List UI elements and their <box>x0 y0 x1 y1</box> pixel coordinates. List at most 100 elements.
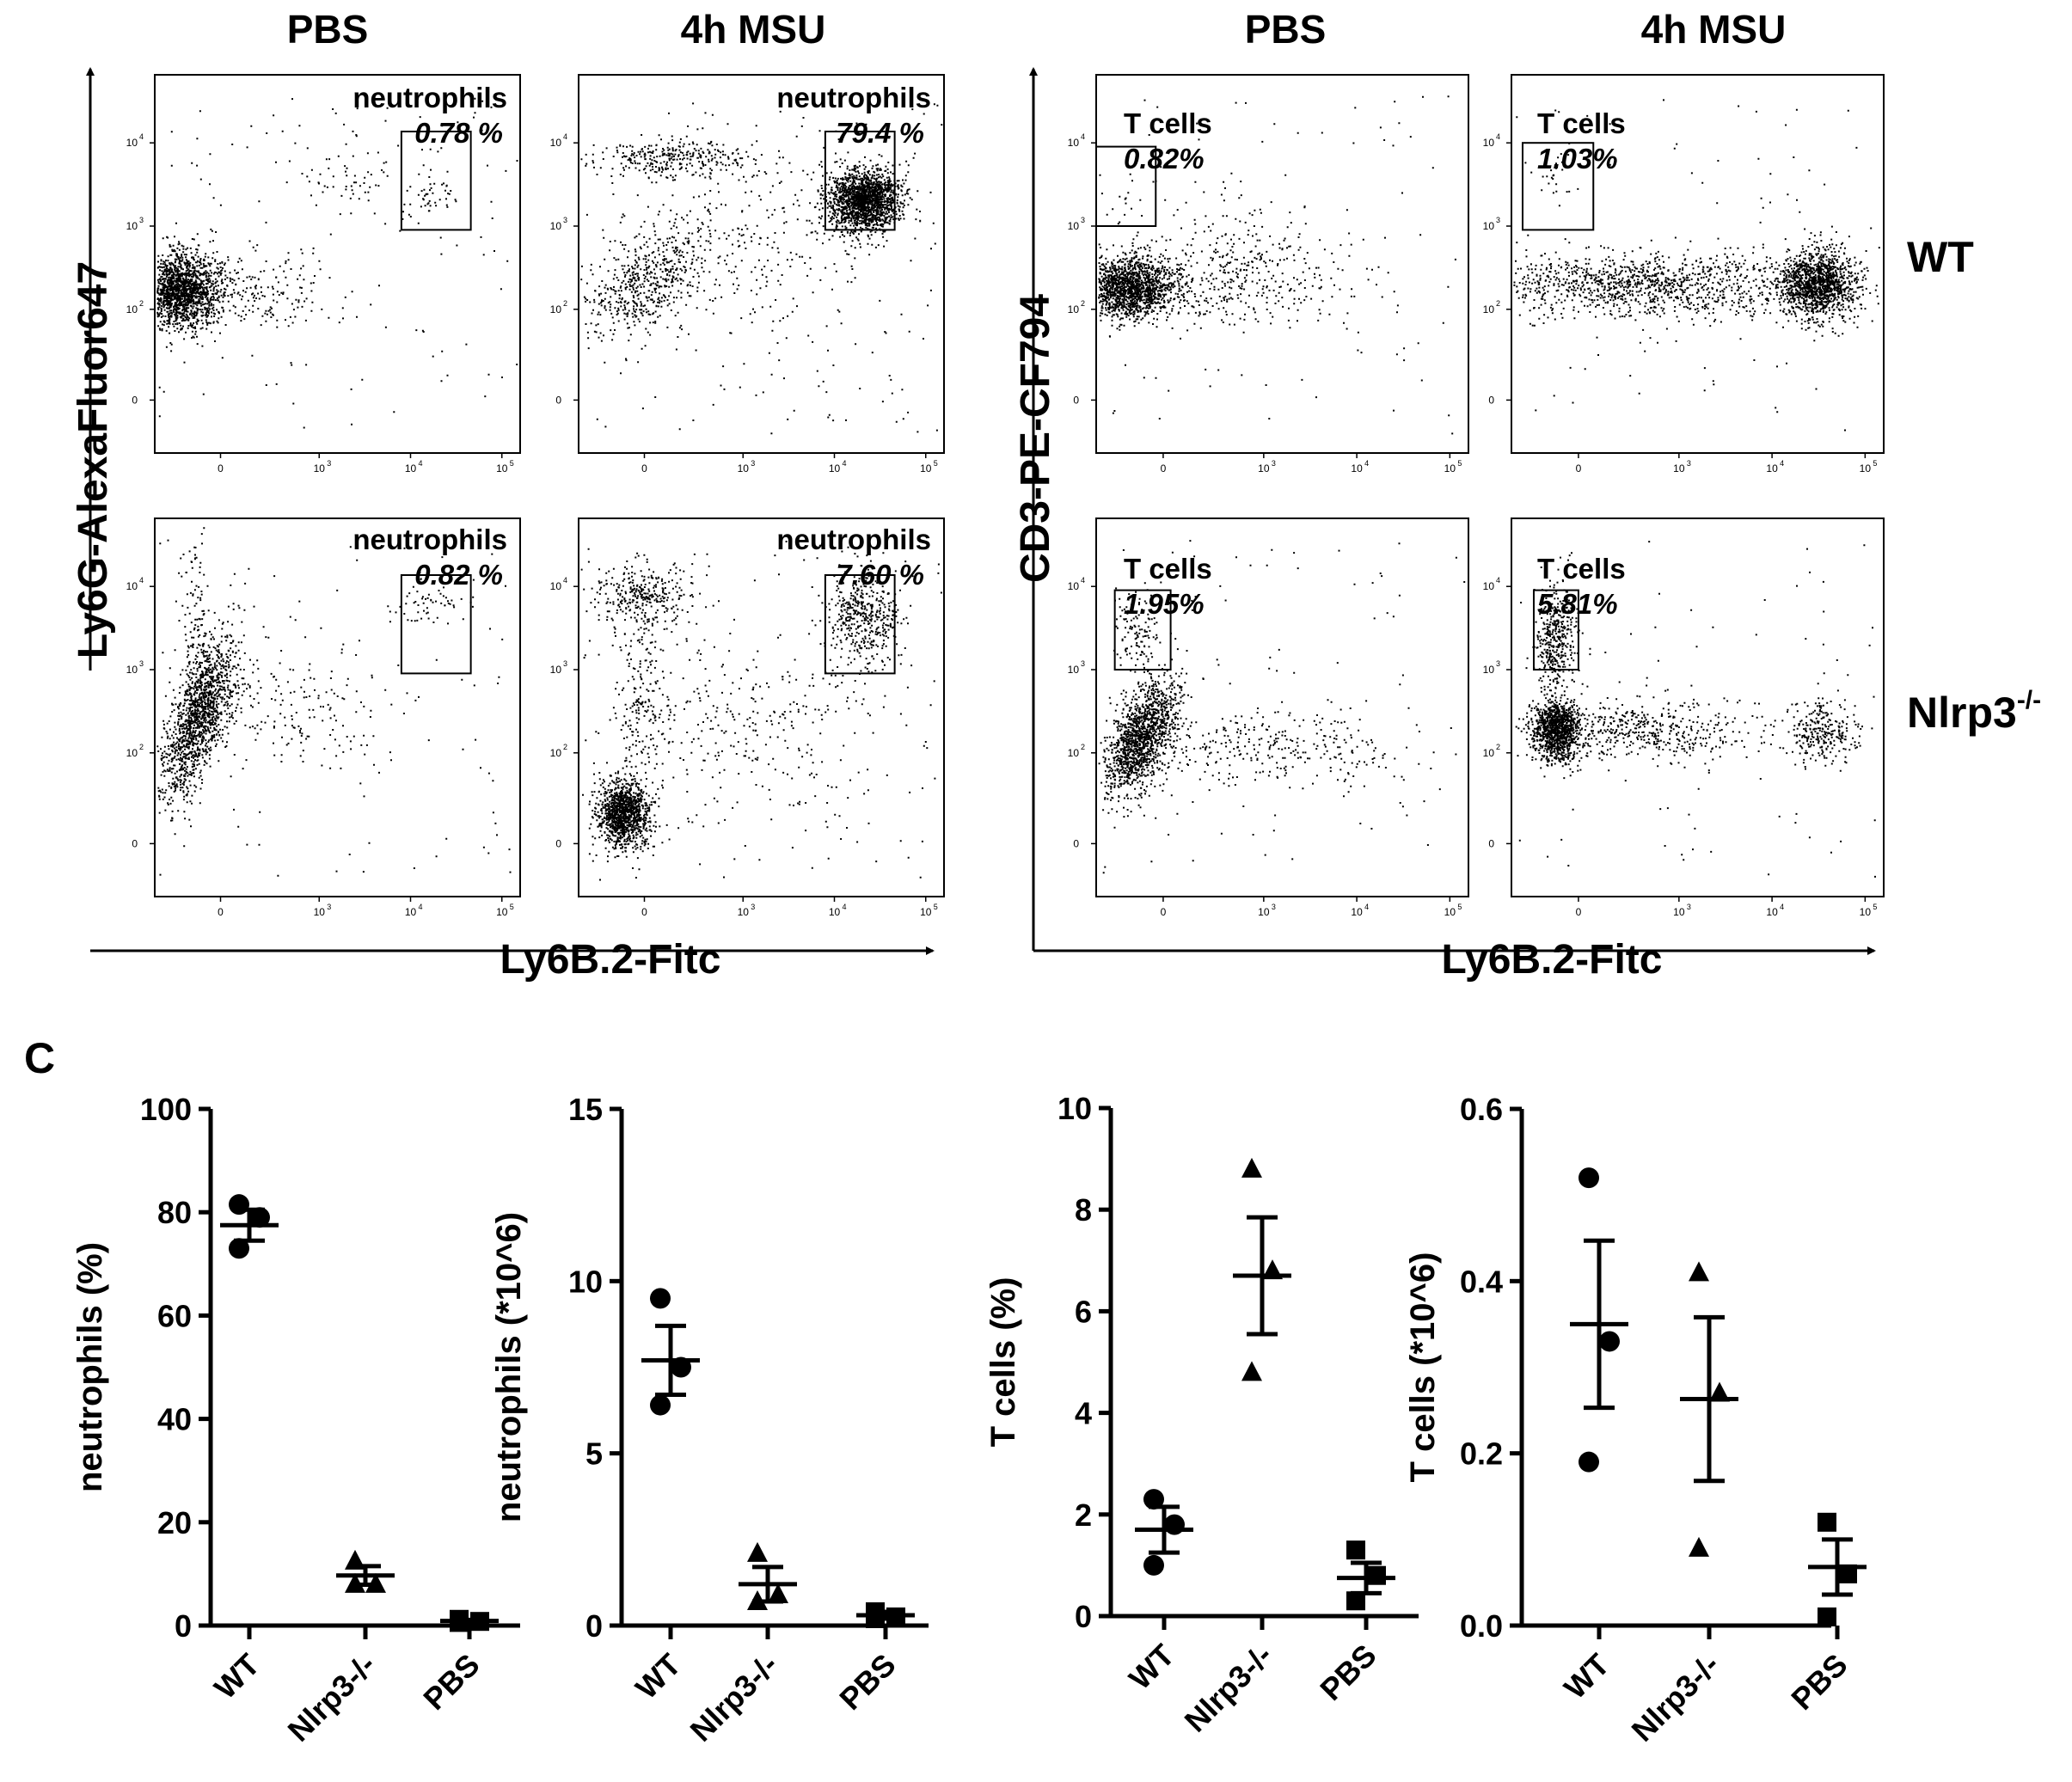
gate-percentage: 0.82% <box>1124 143 1205 175</box>
x-tick-label: 0 <box>1576 462 1582 475</box>
data-point-square <box>1818 1512 1836 1532</box>
x-tick-exponent: 5 <box>510 903 514 911</box>
gate-box <box>400 131 472 231</box>
row-label-nlrp3: Nlrp3-/- <box>1907 686 2041 737</box>
y-tick-label: 0 <box>1488 394 1494 406</box>
y-tick-label: 0.2 <box>1460 1436 1503 1472</box>
data-point-circle <box>1579 1167 1599 1189</box>
data-point-circle <box>1579 1451 1599 1473</box>
x-tick-label: WT <box>1122 1638 1181 1697</box>
y-tick-exponent: 3 <box>1081 659 1085 668</box>
x-tick-label: 10 <box>829 462 841 475</box>
y-tick-label: 10 <box>126 303 138 315</box>
event-dots <box>580 540 942 881</box>
y-tick-label: 0 <box>132 394 138 406</box>
x-tick-label: 0 <box>1576 906 1582 918</box>
event-dots <box>1098 95 1456 435</box>
y-tick-exponent: 4 <box>139 132 144 141</box>
y-tick-label: 10 <box>1483 220 1495 232</box>
x-tick-label: 0 <box>218 462 224 475</box>
x-tick-exponent: 5 <box>510 459 514 468</box>
data-point-triangle <box>1709 1381 1730 1402</box>
gate-label: neutrophils <box>776 82 931 113</box>
x-tick-exponent: 4 <box>843 903 847 911</box>
gate-box <box>400 574 472 675</box>
y-tick-label: 10 <box>1068 747 1080 759</box>
gate-percentage: 7.60 % <box>836 559 924 591</box>
y-tick-label: 40 <box>157 1402 192 1437</box>
x-tick-exponent: 5 <box>1457 903 1462 911</box>
x-tick-exponent: 5 <box>934 903 938 911</box>
x-tick-label: PBS <box>1784 1647 1854 1717</box>
x-tick-label: 10 <box>1766 906 1778 918</box>
x-tick-label: 10 <box>1673 906 1685 918</box>
x-tick-label: 10 <box>314 462 326 475</box>
x-tick-exponent: 4 <box>843 459 847 468</box>
gate-percentage: 0.78 % <box>414 117 503 149</box>
x-tick-exponent: 4 <box>1364 903 1369 911</box>
x-tick-label: 10 <box>1673 462 1685 475</box>
y-tick-label: 10 <box>1068 220 1080 232</box>
gate-percentage: 1.03% <box>1537 143 1618 175</box>
data-point-circle <box>1599 1331 1620 1352</box>
x-tick-label: 10 <box>829 906 841 918</box>
y-tick-label: 0 <box>1073 394 1079 406</box>
gate-box <box>1521 142 1595 231</box>
x-tick-label: Nlrp3-/- <box>684 1647 785 1748</box>
flow-left-x-axis-label: Ly6B.2-Fitc <box>500 937 721 983</box>
y-tick-label: 10 <box>1068 664 1080 676</box>
x-tick-label: 10 <box>1444 462 1456 475</box>
y-tick-label: 0.0 <box>1460 1608 1503 1644</box>
y-tick-exponent: 3 <box>139 216 144 224</box>
y-tick-label: 10 <box>1483 664 1495 676</box>
row-label-nlrp3-superscript: -/- <box>2017 686 2041 714</box>
y-tick-exponent: 2 <box>563 299 567 308</box>
data-point-triangle <box>768 1583 788 1603</box>
row-label-nlrp3-text: Nlrp3 <box>1907 689 2017 737</box>
flow-left-y-axis-label: Ly6G-AlexaFluor647 <box>70 261 116 658</box>
panel-letter: C <box>24 1034 55 1082</box>
data-point-triangle <box>1689 1536 1709 1557</box>
y-tick-label: 4 <box>1075 1396 1092 1431</box>
x-tick-exponent: 5 <box>1873 459 1877 468</box>
data-point-circle <box>650 1394 671 1416</box>
y-tick-exponent: 4 <box>1081 576 1085 585</box>
x-tick-label: 10 <box>314 906 326 918</box>
x-tick-label: Nlrp3-/- <box>1178 1638 1279 1739</box>
x-tick-exponent: 5 <box>1457 459 1462 468</box>
data-point-square <box>1346 1540 1365 1560</box>
y-tick-label: 0.4 <box>1460 1264 1503 1299</box>
y-tick-label: 2 <box>1075 1497 1092 1533</box>
y-tick-label: 10 <box>1068 303 1080 315</box>
x-tick-label: 0 <box>1161 462 1167 475</box>
x-tick-label: WT <box>207 1647 267 1706</box>
x-tick-label: 10 <box>1351 462 1363 475</box>
gate-box <box>1095 145 1157 228</box>
gate-percentage: 1.95% <box>1124 588 1205 620</box>
data-point-square <box>1838 1564 1857 1583</box>
gate-label: neutrophils <box>352 524 507 555</box>
gate-percentage: 0.82 % <box>414 559 503 591</box>
y-tick-exponent: 4 <box>1081 132 1085 141</box>
data-point-square <box>1367 1565 1386 1585</box>
y-tick-label: 10 <box>550 303 562 315</box>
x-tick-exponent: 4 <box>1780 459 1784 468</box>
gate-label: neutrophils <box>776 524 931 555</box>
event-dots <box>580 102 943 435</box>
y-tick-exponent: 3 <box>1081 216 1085 224</box>
x-tick-label: WT <box>628 1647 688 1706</box>
y-tick-label: 10 <box>126 580 138 592</box>
y-tick-exponent: 2 <box>1496 743 1500 751</box>
x-tick-exponent: 3 <box>1272 903 1276 911</box>
data-point-square <box>1818 1607 1836 1626</box>
y-tick-label: 10 <box>568 1264 603 1299</box>
y-tick-label: 10 <box>1483 303 1495 315</box>
y-tick-exponent: 2 <box>563 743 567 751</box>
